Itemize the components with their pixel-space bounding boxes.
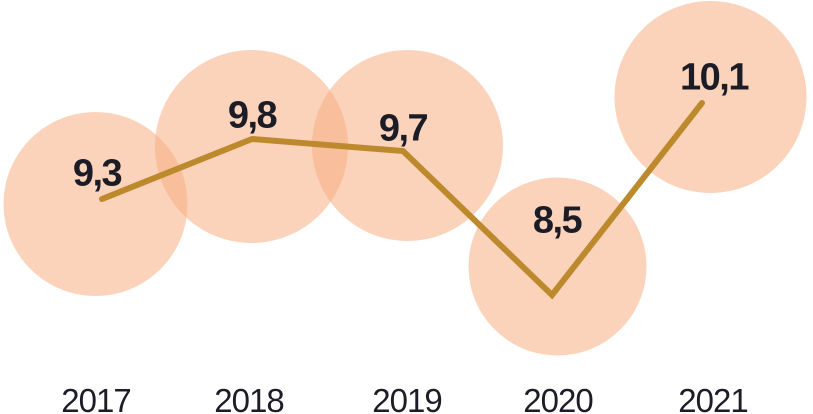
bubble-2018 — [155, 50, 348, 243]
x-axis-label-2018: 2018 — [214, 382, 283, 414]
value-label-2018: 9,8 — [228, 95, 277, 137]
bubble-2019 — [312, 50, 503, 241]
value-label-2017: 9,3 — [73, 153, 122, 195]
x-axis-label-2020: 2020 — [523, 382, 593, 414]
value-label-2021: 10,1 — [680, 57, 749, 99]
x-axis-label-2017: 2017 — [61, 382, 130, 414]
bubble-2020 — [468, 177, 647, 356]
bubble-2017 — [3, 112, 188, 296]
x-axis-label-2019: 2019 — [372, 382, 441, 414]
value-label-2019: 9,7 — [379, 108, 428, 150]
bubble-2021 — [614, 1, 807, 193]
value-label-2020: 8,5 — [533, 200, 583, 242]
trend-line — [99, 100, 705, 300]
x-axis-label-2021: 2021 — [678, 382, 747, 414]
